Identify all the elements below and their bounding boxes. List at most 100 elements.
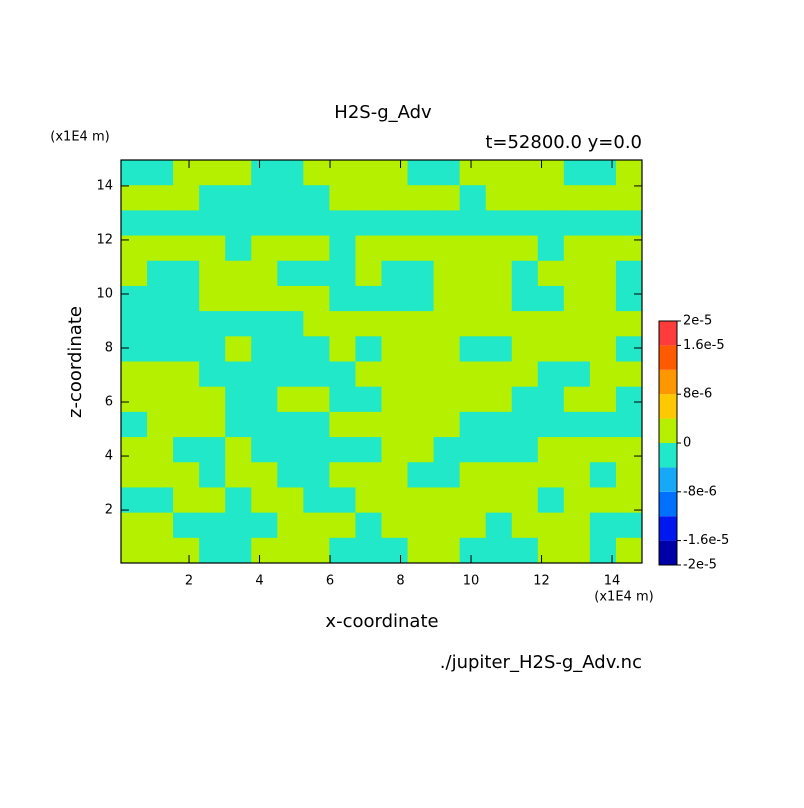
field-cell — [459, 512, 487, 539]
field-cell — [485, 210, 513, 237]
field-cell — [173, 487, 200, 514]
field-cell — [329, 260, 356, 287]
field-cell — [173, 361, 200, 388]
field-cell — [225, 361, 252, 388]
x-tick-label: 8 — [396, 574, 404, 589]
field-cell — [511, 437, 539, 463]
field-cell — [225, 386, 252, 413]
field-cell — [433, 210, 461, 237]
field-cell — [615, 235, 643, 262]
field-cell — [199, 285, 226, 312]
field-cell — [615, 285, 643, 312]
field-cell — [407, 437, 435, 463]
field-cell — [225, 185, 252, 211]
field-cell — [381, 437, 409, 463]
field-cell — [277, 512, 304, 539]
field-cell — [615, 260, 643, 287]
field-cell — [537, 285, 565, 312]
field-cell — [381, 487, 409, 514]
field-cell — [225, 487, 252, 514]
field-cell — [355, 235, 382, 262]
field-cell — [147, 311, 174, 337]
field-cell — [147, 260, 174, 287]
field-cell — [381, 285, 409, 312]
field-cell — [459, 537, 487, 564]
field-cell — [251, 437, 278, 463]
field-cell — [277, 160, 304, 186]
field-cell — [433, 411, 461, 438]
x-unit: (x1E4 m) — [594, 590, 653, 605]
x-tick-label: 14 — [604, 574, 621, 589]
field-cell — [459, 487, 487, 514]
field-cell — [563, 437, 591, 463]
field-cell — [381, 160, 409, 186]
field-cell — [303, 235, 330, 262]
field-cell — [485, 235, 513, 262]
field-cell — [433, 386, 461, 413]
field-cell — [459, 437, 487, 463]
field-cell — [329, 462, 356, 488]
field-cell — [433, 462, 461, 488]
field-cell — [459, 411, 487, 438]
field-cell — [407, 411, 435, 438]
field-cell — [563, 160, 591, 186]
field-cell — [407, 311, 435, 337]
field-cell — [537, 487, 565, 514]
field-cell — [303, 160, 330, 186]
field-cell — [329, 487, 356, 514]
x-tick-label: 2 — [185, 574, 193, 589]
field-cell — [589, 311, 617, 337]
field-cell — [511, 311, 539, 337]
y-tick-label: 14 — [96, 178, 113, 193]
field-cell — [173, 160, 200, 186]
field-cell — [355, 361, 382, 388]
field-cell — [563, 487, 591, 514]
field-cell — [329, 160, 356, 186]
colorbar-swatch — [659, 491, 677, 517]
field-cell — [459, 462, 487, 488]
field-cell — [173, 336, 200, 362]
field-cell — [355, 185, 382, 211]
x-axis-label: x-coordinate — [325, 611, 438, 632]
field-cell — [251, 537, 278, 564]
field-cell — [147, 361, 174, 388]
y-tick-label: 6 — [105, 395, 113, 410]
field-cell — [251, 285, 278, 312]
y-tick-label: 10 — [96, 286, 113, 301]
field-cell — [277, 487, 304, 514]
field-cell — [355, 537, 382, 564]
field-cell — [355, 411, 382, 438]
field-cell — [329, 512, 356, 539]
field-cell — [433, 487, 461, 514]
field-cell — [329, 361, 356, 388]
field-cell — [355, 210, 382, 237]
field-cell — [147, 437, 174, 463]
colorbar-swatch — [659, 540, 677, 565]
field-cell — [251, 185, 278, 211]
field-cell — [329, 185, 356, 211]
colorbar-swatch — [659, 369, 677, 395]
field-cell — [381, 235, 409, 262]
field-cell — [407, 160, 435, 186]
field-cell — [173, 235, 200, 262]
field-cell — [407, 386, 435, 413]
field-cell — [433, 185, 461, 211]
field-cell — [329, 235, 356, 262]
field-cell — [355, 260, 382, 287]
field-cell — [537, 537, 565, 564]
field-cell — [225, 537, 252, 564]
field-cell — [485, 185, 513, 211]
field-cell — [277, 437, 304, 463]
field-cell — [147, 235, 174, 262]
field-cell — [433, 260, 461, 287]
x-tick-label: 4 — [255, 574, 263, 589]
field-cell — [303, 386, 330, 413]
field-cell — [381, 210, 409, 237]
field-cell — [537, 462, 565, 488]
field-cell — [381, 411, 409, 438]
field-cell — [511, 411, 539, 438]
field-cell — [147, 185, 174, 211]
colorbar-label: -1.6e-5 — [683, 533, 729, 548]
field-cell — [511, 235, 539, 262]
y-tick-label: 4 — [105, 449, 113, 464]
